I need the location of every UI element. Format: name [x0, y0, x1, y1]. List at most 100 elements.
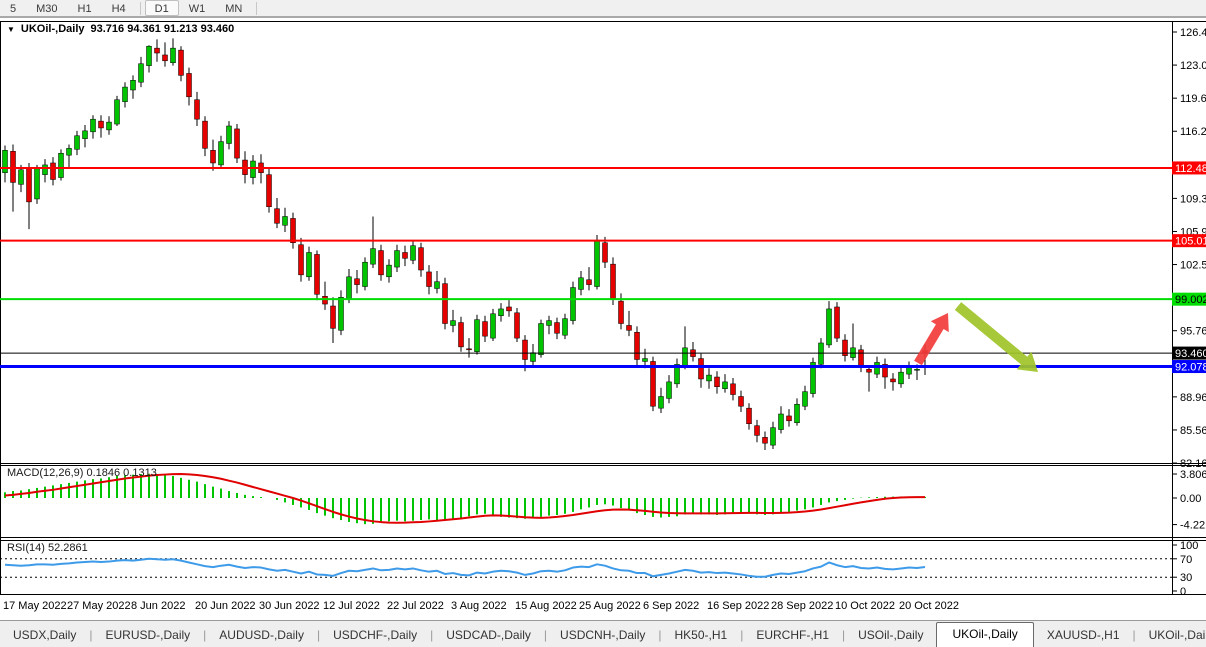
- candlestick: [130, 75, 136, 99]
- candlestick: [906, 361, 912, 379]
- candlestick: [234, 124, 240, 163]
- candlestick: [290, 212, 296, 249]
- price-level-badge: [1172, 292, 1206, 306]
- candlestick: [314, 250, 320, 301]
- chart-tab-usoil-daily[interactable]: USOil-,Daily: [858, 628, 924, 642]
- candlestick: [66, 144, 72, 168]
- candlestick: [122, 82, 128, 108]
- timeframe-button-h4[interactable]: H4: [111, 3, 126, 15]
- candlestick: [210, 139, 216, 171]
- candlestick: [642, 348, 648, 369]
- chart-tab-ukoil-daily[interactable]: UKOil-,Daily: [936, 622, 1034, 647]
- candlestick: [602, 236, 608, 269]
- candlestick: [378, 244, 384, 281]
- chart-canvas[interactable]: 126.460123.060119.660116.260109.360105.9…: [0, 20, 1206, 620]
- timeframe-button-m30[interactable]: M30: [36, 3, 58, 15]
- timeframe-button-mn[interactable]: MN: [225, 3, 243, 15]
- symbol-dropdown[interactable]: ▼ UKOil-,Daily 93.716 94.361 91.213 93.4…: [7, 23, 234, 35]
- candlestick: [850, 323, 856, 361]
- candlestick: [714, 371, 720, 394]
- timeframe-button-h1[interactable]: H1: [77, 3, 92, 15]
- rsi-scale-label: 70: [1180, 554, 1192, 566]
- chart-window: 126.460123.060119.660116.260109.360105.9…: [0, 20, 1206, 620]
- candlestick: [354, 269, 360, 294]
- timeframe-button-d1[interactable]: D1: [144, 0, 179, 16]
- candlestick: [434, 270, 440, 294]
- date-tick-label: 6 Sep 2022: [643, 600, 699, 612]
- candlestick: [506, 300, 512, 317]
- candlestick: [114, 95, 120, 126]
- candlestick: [90, 115, 96, 139]
- chart-tab-hk50-h1[interactable]: HK50-,H1: [674, 628, 728, 642]
- timeframe-button-w1[interactable]: W1: [188, 3, 206, 15]
- candlestick: [306, 246, 312, 281]
- tab-separator: |: [89, 628, 93, 642]
- chart-tab-ukoil-daily[interactable]: UKOil-,Daily: [1148, 628, 1206, 642]
- candlestick: [842, 334, 848, 362]
- price-level-badge: [1172, 161, 1206, 175]
- candlestick: [890, 373, 896, 391]
- candlestick: [858, 344, 864, 373]
- candlestick: [562, 313, 568, 340]
- tab-separator: |: [740, 628, 744, 642]
- candlestick: [674, 358, 680, 388]
- rsi-label: RSI(14) 52.2861: [7, 542, 88, 554]
- candlestick: [466, 338, 472, 358]
- toolbar-separator: [139, 1, 141, 15]
- date-tick-label: 27 May 2022: [67, 600, 131, 612]
- date-tick-label: 8 Jun 2022: [131, 600, 185, 612]
- chart-tab-eurchf-h1[interactable]: EURCHF-,H1: [756, 628, 829, 642]
- candlestick: [810, 357, 816, 398]
- price-tick-label: 119.660: [1180, 93, 1206, 105]
- candlestick: [26, 162, 32, 230]
- date-tick-label: 12 Jul 2022: [323, 600, 380, 612]
- candlestick: [538, 319, 544, 358]
- chart-tab-usdcnh-daily[interactable]: USDCNH-,Daily: [560, 628, 646, 642]
- price-tick-label: 82.160: [1180, 458, 1206, 470]
- tab-separator: |: [1132, 628, 1136, 642]
- tab-separator: |: [543, 628, 548, 642]
- candlestick: [794, 398, 800, 426]
- candlestick: [706, 368, 712, 389]
- price-tick-label: 126.460: [1180, 27, 1206, 39]
- macd-scale-label: 0.00: [1180, 493, 1201, 505]
- candlestick: [58, 149, 64, 181]
- tab-separator: |: [430, 628, 434, 642]
- price-level-badge-label: 105.015: [1175, 236, 1206, 248]
- candlestick: [74, 130, 80, 156]
- date-tick-label: 20 Jun 2022: [195, 600, 256, 612]
- date-tick-label: 10 Oct 2022: [835, 600, 895, 612]
- trend-arrow-down-icon[interactable]: [954, 302, 1038, 372]
- price-level-badge: [1172, 360, 1206, 374]
- candlestick: [2, 145, 8, 183]
- candlestick: [898, 366, 904, 388]
- tab-separator: |: [203, 628, 207, 642]
- candlestick: [98, 115, 104, 138]
- candlestick: [786, 409, 792, 427]
- tab-separator: |: [842, 628, 846, 642]
- candlestick: [458, 316, 464, 352]
- candlestick: [82, 125, 88, 148]
- timeframe-toolbar: 5 M30 H1 H4 D1 W1 MN: [0, 0, 1206, 18]
- candlestick: [650, 356, 656, 412]
- candlestick: [866, 365, 872, 392]
- chart-tab-audusd-daily[interactable]: AUDUSD-,Daily: [219, 628, 304, 642]
- candlestick: [450, 309, 456, 333]
- candlestick: [698, 353, 704, 388]
- chart-tab-xauusd-h1[interactable]: XAUUSD-,H1: [1046, 628, 1120, 642]
- candlestick: [570, 281, 576, 325]
- chart-tab-usdcad-daily[interactable]: USDCAD-,Daily: [446, 628, 531, 642]
- macd-label: MACD(12,26,9) 0.1846 0.1313: [7, 467, 157, 479]
- timeframe-button-5[interactable]: 5: [10, 3, 17, 15]
- chart-tab-eurusd-daily[interactable]: EURUSD-,Daily: [105, 628, 191, 642]
- price-level-badge: [1172, 346, 1206, 360]
- candlestick: [426, 265, 432, 295]
- price-tick-label: 95.760: [1180, 326, 1206, 338]
- chart-tab-usdchf-daily[interactable]: USDCHF-,Daily: [333, 628, 418, 642]
- candlestick: [610, 257, 616, 306]
- chart-tab-usdx-daily[interactable]: USDX,Daily: [13, 628, 77, 642]
- candlestick: [834, 302, 840, 342]
- trend-arrow-up-icon[interactable]: [914, 313, 949, 366]
- date-tick-label: 22 Jul 2022: [387, 600, 444, 612]
